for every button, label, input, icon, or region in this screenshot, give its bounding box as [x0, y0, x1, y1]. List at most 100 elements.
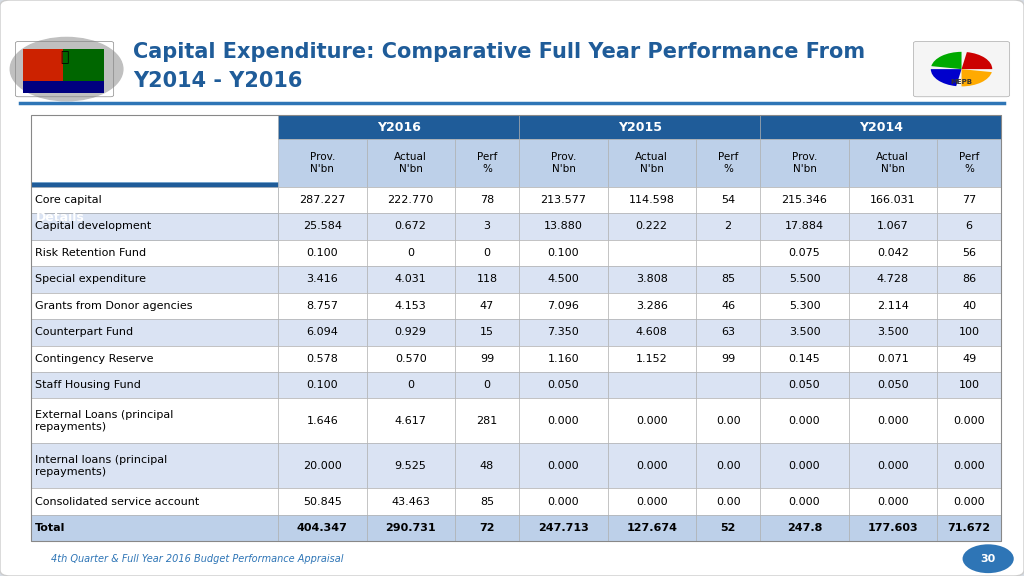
Bar [761, 187, 849, 213]
Bar [937, 266, 1001, 293]
Text: Y2015: Y2015 [617, 120, 662, 134]
Text: 1.152: 1.152 [636, 354, 668, 364]
Bar [937, 346, 1001, 372]
Bar [761, 213, 849, 240]
Text: 0.000: 0.000 [953, 416, 985, 426]
Text: 0.929: 0.929 [394, 327, 427, 338]
Bar [849, 488, 937, 515]
Bar [937, 399, 1001, 444]
Bar [31, 213, 279, 240]
Text: 4.153: 4.153 [394, 301, 427, 311]
Text: 5.300: 5.300 [788, 301, 820, 311]
Text: 47: 47 [480, 301, 495, 311]
Text: 3.500: 3.500 [877, 327, 908, 338]
Text: 5.500: 5.500 [788, 274, 820, 285]
Text: 0: 0 [483, 248, 490, 258]
Bar [455, 488, 519, 515]
Bar [31, 115, 1001, 541]
Bar [519, 444, 607, 488]
Text: Internal loans (principal
repayments): Internal loans (principal repayments) [35, 455, 167, 477]
Bar [31, 444, 279, 488]
Bar [607, 293, 696, 319]
Text: 6.094: 6.094 [306, 327, 338, 338]
Bar [279, 115, 519, 139]
Bar [519, 213, 607, 240]
Text: Total: Total [35, 523, 66, 533]
Text: 166.031: 166.031 [870, 195, 915, 205]
Bar [849, 240, 937, 266]
Text: 1.646: 1.646 [306, 416, 338, 426]
Wedge shape [931, 52, 962, 69]
Bar [849, 213, 937, 240]
Text: 40: 40 [963, 301, 976, 311]
Bar [279, 372, 367, 399]
Text: 0.050: 0.050 [877, 380, 908, 391]
Text: 46: 46 [721, 301, 735, 311]
Bar [519, 187, 607, 213]
Bar [607, 213, 696, 240]
Bar [279, 139, 367, 187]
Text: 0.000: 0.000 [548, 416, 580, 426]
Text: 49: 49 [963, 354, 976, 364]
Text: 0.100: 0.100 [306, 248, 338, 258]
Text: Y2016: Y2016 [377, 120, 421, 134]
Bar [455, 346, 519, 372]
Text: Special expenditure: Special expenditure [35, 274, 145, 285]
Text: 85: 85 [721, 274, 735, 285]
Text: 0.222: 0.222 [636, 221, 668, 232]
Text: 247.713: 247.713 [538, 523, 589, 533]
FancyBboxPatch shape [913, 41, 1010, 97]
Bar [367, 139, 455, 187]
Bar [696, 266, 761, 293]
Bar [279, 187, 367, 213]
Bar [761, 444, 849, 488]
Text: 281: 281 [476, 416, 498, 426]
Text: 100: 100 [958, 327, 980, 338]
Bar [31, 346, 279, 372]
Text: Contingency Reserve: Contingency Reserve [35, 354, 154, 364]
Text: 0.000: 0.000 [788, 416, 820, 426]
Bar [279, 488, 367, 515]
Text: 9.525: 9.525 [394, 461, 427, 471]
Text: 2.114: 2.114 [877, 301, 908, 311]
Bar [937, 139, 1001, 187]
Circle shape [963, 544, 1014, 573]
Text: Grants from Donor agencies: Grants from Donor agencies [35, 301, 193, 311]
Bar [455, 515, 519, 541]
Bar [31, 187, 279, 213]
Bar [367, 399, 455, 444]
Bar [279, 319, 367, 346]
Bar [937, 444, 1001, 488]
Bar [849, 266, 937, 293]
Text: 48: 48 [480, 461, 495, 471]
Text: 8.757: 8.757 [306, 301, 338, 311]
Text: 0.00: 0.00 [716, 497, 740, 507]
Bar [761, 399, 849, 444]
Text: 3.416: 3.416 [306, 274, 338, 285]
Bar [455, 399, 519, 444]
Text: 0.000: 0.000 [636, 497, 668, 507]
Bar [696, 293, 761, 319]
Bar [519, 240, 607, 266]
Bar [937, 488, 1001, 515]
Bar [696, 399, 761, 444]
Text: Prov.
N'bn: Prov. N'bn [551, 152, 577, 173]
Bar [455, 444, 519, 488]
Text: 0.000: 0.000 [548, 461, 580, 471]
Text: 0.672: 0.672 [394, 221, 427, 232]
Bar [519, 346, 607, 372]
Bar [367, 372, 455, 399]
Bar [937, 372, 1001, 399]
Bar [696, 515, 761, 541]
Bar [367, 266, 455, 293]
Text: 290.731: 290.731 [385, 523, 436, 533]
Bar [23, 49, 63, 81]
Bar [937, 293, 1001, 319]
Bar [607, 240, 696, 266]
Bar [279, 240, 367, 266]
Bar [455, 240, 519, 266]
Bar [849, 139, 937, 187]
Bar [607, 139, 696, 187]
Text: 0.042: 0.042 [877, 248, 908, 258]
Bar [31, 372, 279, 399]
